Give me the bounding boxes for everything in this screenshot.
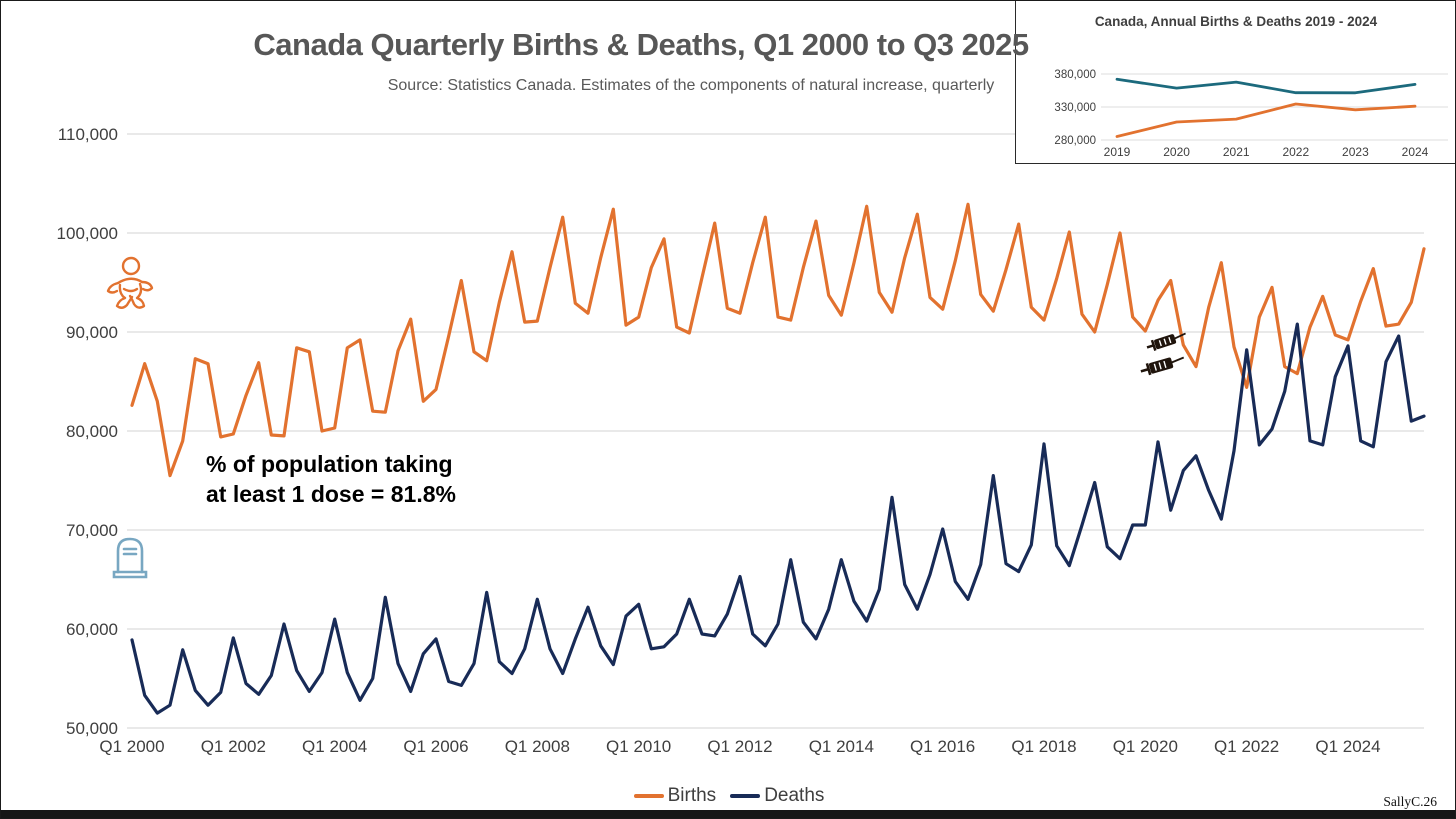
x-tick-label: Q1 2004 <box>302 737 367 756</box>
x-tick-label: Q1 2002 <box>201 737 266 756</box>
x-tick-label: Q1 2006 <box>403 737 468 756</box>
inset-x-tick-label: 2022 <box>1282 145 1309 159</box>
inset-y-tick-label: 280,000 <box>1054 135 1096 147</box>
x-tick-label: Q1 2018 <box>1011 737 1076 756</box>
inset-x-tick-label: 2023 <box>1342 145 1369 159</box>
page-subtitle: Source: Statistics Canada. Estimates of … <box>387 77 995 94</box>
inset-x-tick-label: 2019 <box>1104 145 1131 159</box>
inset-x-tick-label: 2020 <box>1163 145 1190 159</box>
x-tick-label: Q1 2010 <box>606 737 671 756</box>
inset-x-tick-label: 2021 <box>1223 145 1250 159</box>
tombstone-icon <box>112 537 148 579</box>
inset-chart-title: Canada, Annual Births & Deaths 2019 - 20… <box>1094 14 1378 29</box>
inset-y-tick-label: 380,000 <box>1054 69 1096 81</box>
y-tick-label: 80,000 <box>66 422 118 441</box>
x-tick-label: Q1 2014 <box>809 737 874 756</box>
inset-births-line <box>1115 77 1417 95</box>
page-title: Canada Quarterly Births & Deaths, Q1 200… <box>253 27 1029 62</box>
x-tick-label: Q1 2012 <box>707 737 772 756</box>
legend-item-deaths: Deaths <box>730 785 824 807</box>
author-signature: SallyC.26 <box>1383 794 1437 809</box>
deaths-line <box>130 322 1426 715</box>
inset-y-tick-label: 330,000 <box>1054 102 1096 114</box>
y-tick-label: 110,000 <box>58 125 118 144</box>
x-tick-label: Q1 2020 <box>1113 737 1178 756</box>
annotation-line-1: % of population taking <box>206 451 453 477</box>
births-line <box>130 202 1426 478</box>
y-tick-label: 50,000 <box>66 719 118 738</box>
baby-icon <box>106 256 154 309</box>
legend-item-births: Births <box>633 785 717 807</box>
legend-label-births: Births <box>667 785 717 806</box>
inset-deaths-line <box>1115 102 1417 138</box>
syringe-icon <box>1146 332 1186 351</box>
x-tick-label: Q1 2016 <box>910 737 975 756</box>
y-tick-label: 60,000 <box>66 620 118 639</box>
legend-label-deaths: Deaths <box>764 785 825 806</box>
bottom-bar <box>1 810 1455 818</box>
x-tick-label: Q1 2000 <box>99 737 164 756</box>
annotation-line-2: at least 1 dose = 81.8% <box>206 481 456 507</box>
syringe-icon <box>1140 356 1185 376</box>
x-tick-label: Q1 2024 <box>1315 737 1380 756</box>
x-tick-label: Q1 2008 <box>505 737 570 756</box>
births-line-swatch <box>633 794 664 798</box>
y-tick-label: 100,000 <box>57 224 118 243</box>
y-tick-label: 90,000 <box>66 323 118 342</box>
y-tick-label: 70,000 <box>66 521 118 540</box>
deaths-line-swatch <box>730 794 761 798</box>
inset-x-tick-label: 2024 <box>1402 145 1429 159</box>
chart-legend: Births Deaths <box>1 785 1455 807</box>
vaccination-annotation: % of population taking at least 1 dose =… <box>206 449 456 509</box>
x-tick-label: Q1 2022 <box>1214 737 1279 756</box>
